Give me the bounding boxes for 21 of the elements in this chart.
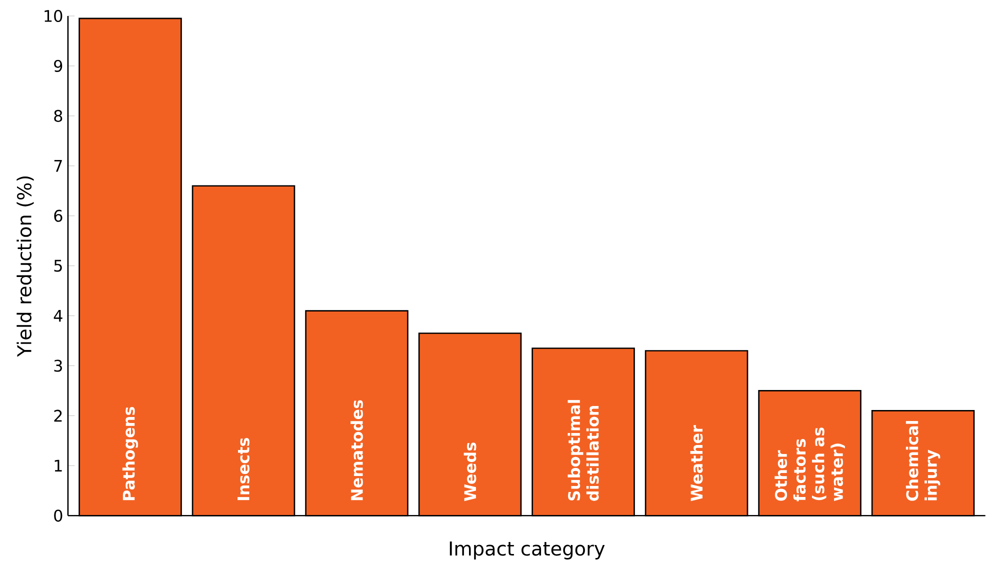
y-tick-label: 1: [54, 460, 62, 472]
y-tick-label: 8: [54, 110, 62, 122]
y-tick-label: 0: [54, 510, 62, 522]
x-tick-label: Weather: [690, 425, 703, 502]
y-tick-label: 10: [44, 10, 62, 22]
y-tick-label: 2: [54, 410, 62, 422]
x-tick-label: Chemical injury: [906, 421, 940, 501]
y-axis-title: Yield reduction (%): [16, 176, 34, 357]
y-tick-label: 9: [54, 60, 62, 72]
y-tick-label: 6: [54, 210, 62, 222]
x-tick-label: Weeds: [464, 442, 476, 502]
x-tick-label: Other factors (such as water): [774, 428, 845, 502]
x-tick-label: Suboptimal distillation: [568, 400, 599, 501]
x-tick-label: Nematodes: [350, 400, 363, 500]
x-tick-label: Pathogens: [122, 407, 138, 500]
y-tick-label: 5: [54, 260, 62, 272]
y-tick-label: 4: [54, 310, 62, 322]
y-tick-label: 7: [54, 160, 62, 172]
y-tick-label: 3: [54, 360, 62, 372]
x-tick-label: Insects: [238, 438, 250, 500]
x-axis-title: Impact category: [450, 542, 605, 560]
